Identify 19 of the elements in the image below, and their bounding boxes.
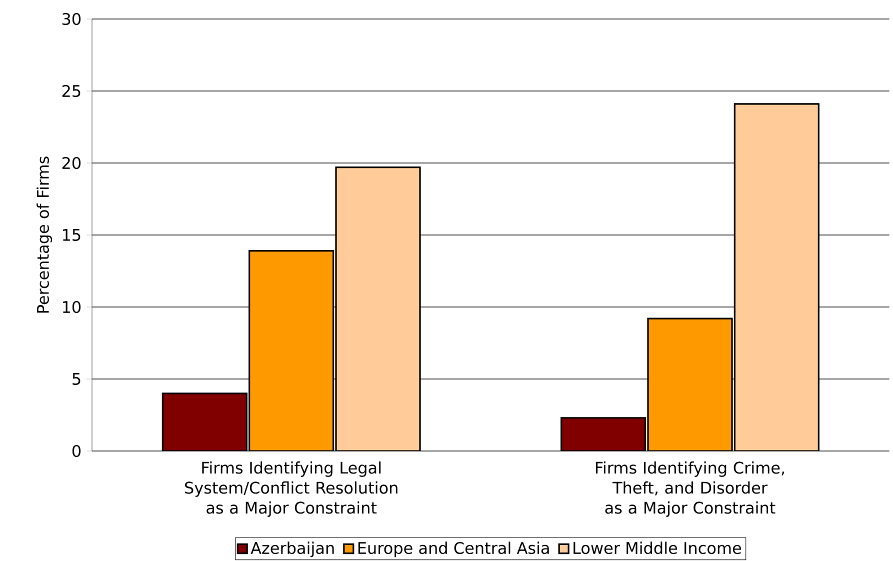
- y-tick-label: 20: [62, 156, 81, 170]
- y-tick-label: 15: [62, 229, 80, 241]
- bar: [335, 166, 421, 451]
- legend-label: Azerbaijan: [250, 542, 334, 558]
- y-tick-label: 10: [62, 300, 81, 314]
- legend-label: Lower Middle Income: [574, 542, 742, 554]
- bar: [560, 417, 646, 451]
- y-tick-label: 30: [62, 12, 81, 26]
- bar: [162, 392, 248, 451]
- x-tick-label: Firms Identifying Crime, Theft, and Disorder as a Major Constraint: [596, 461, 784, 517]
- legend-label: Europe and Central Asia: [358, 542, 549, 558]
- bar: [248, 250, 334, 451]
- x-tick-label: Firms Identifying Legal System/Conflict Resolution as a Major Constraint: [185, 461, 398, 517]
- y-axis-title: Percentage of Firms: [36, 156, 52, 313]
- y-tick-label: 5: [72, 373, 80, 385]
- y-tick-label: 25: [62, 84, 80, 98]
- bar: [734, 103, 820, 451]
- bar: [647, 318, 733, 451]
- y-tick-label: 0: [72, 444, 81, 458]
